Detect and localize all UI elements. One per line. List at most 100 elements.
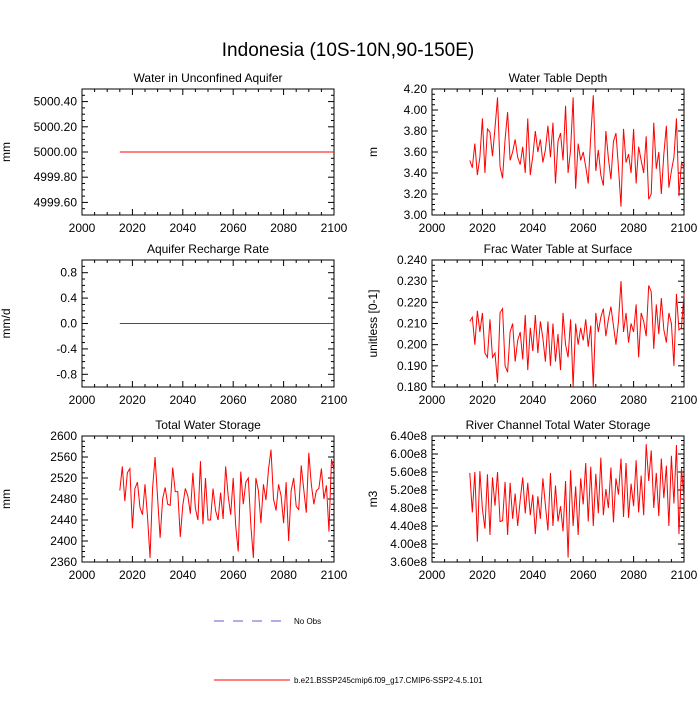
x-tick-label: 2020	[119, 221, 146, 235]
y-tick-label: 4.20	[404, 82, 428, 96]
panel-river-channel-water-storage: River Channel Total Water Storage 2000 202…	[366, 418, 698, 582]
y-axis-label: m3	[366, 490, 380, 507]
y-tick-label: 3.00	[404, 208, 428, 222]
y-tick-label: 0.230	[397, 274, 427, 288]
y-tick-label: 3.20	[404, 187, 428, 201]
y-tick-label: 0.8	[60, 266, 77, 280]
x-tick-label: 2100	[321, 568, 348, 582]
x-tick-label: 2000	[69, 568, 96, 582]
x-tick-label: 2100	[671, 568, 698, 582]
plot-frame	[431, 259, 685, 388]
x-tick-label: 2000	[69, 221, 96, 235]
y-tick-label: 3.40	[404, 166, 428, 180]
x-tick-label: 2020	[469, 221, 496, 235]
panel-total-water-storage: Total Water Storage 2000 2020 2040 2060 2080 2…	[0, 418, 348, 582]
y-tick-label: 5000.40	[34, 95, 78, 109]
legend: No Obs b.e21.BSSP245cmip6.f09_g17.CMIP6-…	[214, 617, 483, 685]
x-tick-label: 2100	[321, 393, 348, 407]
x-tick-label: 2100	[671, 393, 698, 407]
y-axis-label: unitless [0-1]	[366, 289, 380, 357]
x-tick-label: 2060	[570, 393, 597, 407]
y-tick-label: 0.220	[397, 295, 427, 309]
panel-title: River Channel Total Water Storage	[466, 418, 651, 432]
x-tick-label: 2060	[570, 568, 597, 582]
y-tick-label: 6.40e8	[390, 429, 427, 443]
y-tick-label: 2400	[50, 534, 77, 548]
y-tick-label: 5.20e8	[390, 483, 427, 497]
y-axis-label: mm	[0, 142, 13, 162]
series-line	[469, 281, 685, 388]
plot-frame	[81, 435, 335, 563]
y-axis-label: m	[366, 147, 380, 157]
legend-obs-label: No Obs	[294, 617, 321, 626]
y-tick-label: 6.00e8	[390, 447, 427, 461]
panel-title: Frac Water Table at Surface	[484, 242, 633, 256]
x-tick-label: 2040	[169, 221, 196, 235]
panel-frac-water-table-surface: Frac Water Table at Surface 2000 2020 2040 2…	[366, 242, 698, 407]
x-tick-label: 2040	[169, 393, 196, 407]
y-tick-label: 2600	[50, 429, 77, 443]
plot-frame	[431, 88, 685, 216]
y-tick-label: 2360	[50, 555, 77, 569]
x-tick-label: 2080	[620, 568, 647, 582]
x-tick-label: 2000	[419, 393, 446, 407]
x-tick-label: 2060	[220, 221, 247, 235]
y-tick-label: 2520	[50, 471, 77, 485]
y-tick-label: 0.210	[397, 317, 427, 331]
y-tick-label: 0.240	[397, 253, 427, 267]
x-tick-label: 2000	[419, 221, 446, 235]
x-tick-label: 2040	[519, 393, 546, 407]
x-tick-label: 2020	[119, 393, 146, 407]
y-tick-label: 4999.60	[34, 195, 78, 209]
x-tick-label: 2000	[69, 393, 96, 407]
x-tick-label: 2000	[419, 568, 446, 582]
panel-title: Water Table Depth	[509, 71, 608, 85]
y-tick-label: 0.0	[60, 317, 77, 331]
y-tick-label: 4999.80	[34, 170, 78, 184]
x-tick-label: 2100	[321, 221, 348, 235]
y-tick-label: 2440	[50, 513, 77, 527]
y-tick-label: 4.00e8	[390, 537, 427, 551]
x-tick-label: 2080	[620, 221, 647, 235]
y-tick-label: 0.4	[60, 291, 77, 305]
panel-title: Aquifer Recharge Rate	[147, 242, 269, 256]
y-tick-label: 0.190	[397, 359, 427, 373]
x-tick-label: 2040	[169, 568, 196, 582]
y-tick-label: 3.80	[404, 124, 428, 138]
y-tick-label: 5000.00	[34, 145, 78, 159]
legend-model-label: b.e21.BSSP245cmip6.f09_g17.CMIP6-SSP2-4.…	[294, 676, 483, 685]
y-tick-label: 2560	[50, 450, 77, 464]
panel-water-unconfined-aquifer: Water in Unconfined Aquifer 2000 2020 2040 2…	[0, 71, 348, 235]
x-tick-label: 2040	[519, 568, 546, 582]
panel-title: Total Water Storage	[155, 418, 261, 432]
x-tick-label: 2020	[119, 568, 146, 582]
y-tick-label: 4.80e8	[390, 501, 427, 515]
y-tick-label: 4.40e8	[390, 519, 427, 533]
x-tick-label: 2080	[270, 393, 297, 407]
y-tick-label: -0.8	[56, 367, 77, 381]
x-tick-label: 2080	[270, 568, 297, 582]
y-tick-label: 0.180	[397, 380, 427, 394]
x-tick-label: 2020	[469, 568, 496, 582]
y-tick-label: -0.4	[56, 342, 77, 356]
x-tick-label: 2040	[519, 221, 546, 235]
x-tick-label: 2060	[220, 568, 247, 582]
series-line	[469, 95, 685, 207]
figure-title: Indonesia (10S-10N,90-150E)	[222, 40, 474, 61]
y-tick-label: 3.60	[404, 145, 428, 159]
x-tick-label: 2020	[469, 393, 496, 407]
x-tick-label: 2060	[220, 393, 247, 407]
y-tick-label: 4.00	[404, 103, 428, 117]
y-axis-label: mm/d	[0, 309, 13, 339]
panel-aquifer-recharge-rate: Aquifer Recharge Rate 2000 2020 2040 2060 208…	[0, 242, 348, 407]
y-tick-label: 0.200	[397, 338, 427, 352]
x-tick-label: 2080	[620, 393, 647, 407]
series-line	[469, 444, 685, 558]
panel-water-table-depth: Water Table Depth 2000 2020 2040 2060 2080 210…	[366, 71, 698, 235]
y-tick-label: 3.60e8	[390, 555, 427, 569]
y-axis-label: mm	[0, 489, 13, 509]
panel-title: Water in Unconfined Aquifer	[134, 71, 283, 85]
x-tick-label: 2080	[270, 221, 297, 235]
